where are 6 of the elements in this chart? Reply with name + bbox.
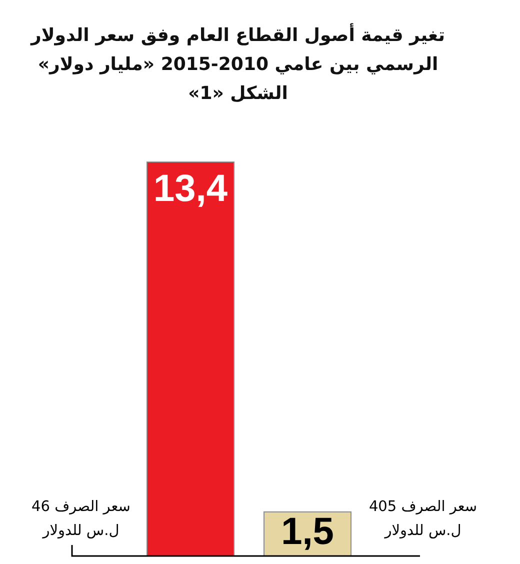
chart-subtitle: الشكل «1» bbox=[188, 83, 288, 104]
x-tick-label: سعر الصرف 46 ل.س للدولار bbox=[32, 499, 130, 539]
chart-title: تغير قيمة أصول القطاع العام وفق سعر الدولار الرسمي بين عامي 2010-2015 «مليار دولار» bbox=[30, 23, 445, 75]
data-label: 13,4 bbox=[154, 168, 228, 210]
x-tick-label: سعر الصرف 405 ل.س للدولار bbox=[368, 499, 478, 539]
data-label: 1,5 bbox=[281, 510, 334, 553]
